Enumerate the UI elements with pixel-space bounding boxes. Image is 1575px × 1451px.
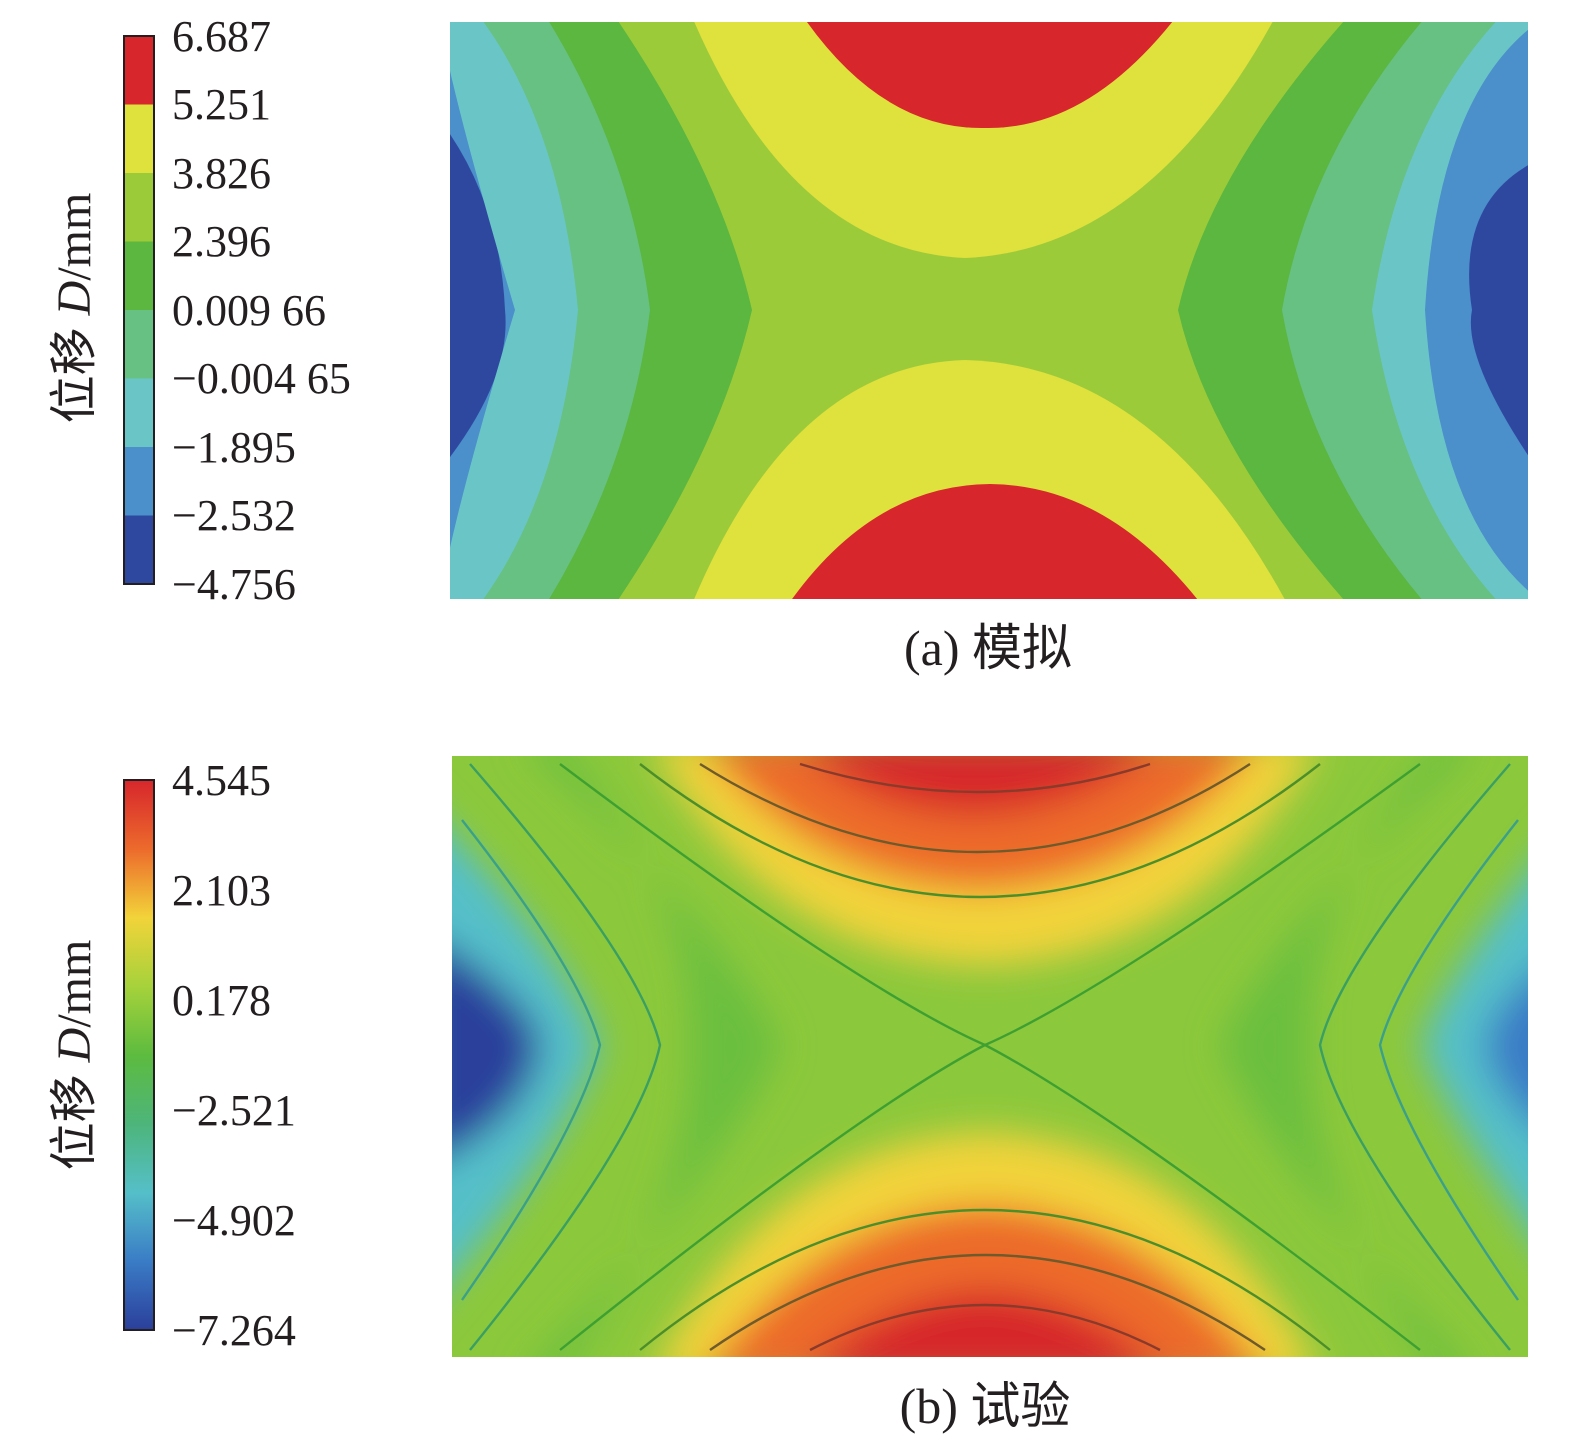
caption-b: (b) 试验: [900, 1378, 1071, 1434]
tick-label: 5.251: [172, 80, 271, 129]
tick-label: 4.545: [172, 756, 271, 805]
colorbar-b: [124, 780, 154, 1330]
region-b-right-green: [1220, 756, 1464, 1357]
region-b-left-green: [536, 756, 780, 1357]
contour-line: [809, 1303, 1161, 1352]
contour-line: [461, 819, 602, 1301]
colorbar-b-ticks: 4.545 2.103 0.178 −2.521 −4.902 −7.264: [172, 756, 296, 1355]
band-a-max-top: [807, 22, 1173, 129]
colorbar-a-band: [124, 310, 154, 379]
contour-line: [799, 762, 1151, 794]
region-b-left-blue: [452, 950, 540, 1154]
colorbar-a-band: [124, 36, 154, 105]
contour-line: [469, 763, 662, 1351]
tick-label: −4.902: [172, 1196, 296, 1245]
colorbar-b-title: 位移 D/mm: [48, 940, 101, 1171]
contour-line: [1378, 819, 1519, 1301]
colorbar-a-band: [124, 515, 154, 585]
panel-b: 位移 D/mm 4.545 2.103 0.178 −2.521 −4.902 …: [48, 756, 1528, 1434]
band-a-max-bottom: [792, 484, 1198, 599]
tick-label: 3.826: [172, 149, 271, 198]
region-b-bottom-orange: [717, 1205, 1253, 1357]
tick-label: 0.009 66: [172, 286, 326, 335]
contour-line: [699, 762, 1251, 854]
colorbar-a-frame: [123, 35, 155, 585]
tick-label: 2.103: [172, 866, 271, 915]
caption-a: (a) 模拟: [904, 620, 1072, 676]
tick-label: −4.756: [172, 560, 296, 609]
colorbar-a: [124, 36, 154, 585]
contour-line: [1318, 763, 1511, 1351]
heatmap-b: [452, 756, 1528, 1357]
tick-label: 0.178: [172, 976, 271, 1025]
colorbar-b-frame: [123, 779, 155, 1331]
region-b-right-blue: [1485, 979, 1528, 1119]
panel-a: 位移 D/mm 6.687 5.251 3.826 2.396 0.009 66…: [48, 12, 1528, 676]
tick-label: −1.895: [172, 423, 296, 472]
contour-lines-b: [461, 762, 1519, 1352]
colorbar-a-band: [124, 378, 154, 448]
colorbar-a-band: [124, 447, 154, 516]
contour-line: [639, 763, 1321, 899]
tick-label: 6.687: [172, 12, 271, 61]
tick-label: −2.532: [172, 491, 296, 540]
region-b-top-red: [815, 756, 1143, 815]
region-b-bottom-red: [823, 1290, 1147, 1357]
region-b-top-orange: [712, 756, 1248, 890]
region-b-right-cyan: [1420, 873, 1528, 1229]
contour-line: [709, 1253, 1266, 1351]
tick-label: −7.264: [172, 1306, 296, 1355]
colorbar-a-band: [124, 241, 154, 311]
contour-line: [559, 1043, 1421, 1351]
colorbar-a-title: 位移 D/mm: [48, 193, 101, 424]
tick-label: −0.004 65: [172, 354, 351, 403]
colorbar-a-band: [124, 173, 154, 242]
contour-line: [639, 1208, 1331, 1351]
band-a-level-7-top: [694, 22, 1273, 258]
tick-label: 2.396: [172, 217, 271, 266]
tick-label: −2.521: [172, 1086, 296, 1135]
colorbar-a-ticks: 6.687 5.251 3.826 2.396 0.009 66 −0.004 …: [172, 12, 351, 609]
heatmap-a: [450, 22, 1528, 599]
colorbar-a-band: [124, 104, 154, 174]
